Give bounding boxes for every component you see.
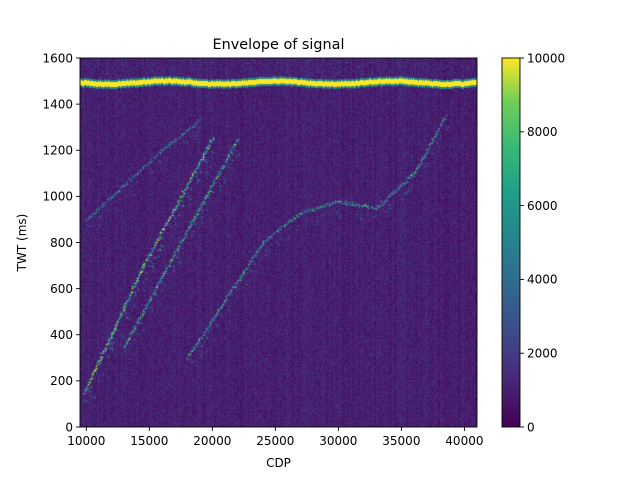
colorbar-tick-label: 2000 — [527, 347, 558, 361]
y-tick-label: 1200 — [42, 144, 73, 158]
heatmap-image — [80, 58, 477, 427]
x-axis-label: CDP — [266, 456, 291, 470]
colorbar: 0 2000 4000 6000 8000 10000 — [501, 51, 565, 434]
x-tick-label: 40000 — [445, 434, 483, 448]
colorbar-tick-label: 4000 — [527, 273, 558, 287]
colorbar-tick-label: 0 — [527, 420, 535, 434]
y-tick-label: 400 — [50, 328, 73, 342]
y-tick-label: 200 — [50, 374, 73, 388]
x-tick-label: 30000 — [319, 434, 357, 448]
y-tick-label: 600 — [50, 282, 73, 296]
x-tick-label: 10000 — [67, 434, 105, 448]
x-tick-label: 35000 — [382, 434, 420, 448]
plot-area — [79, 57, 478, 428]
x-tick-label: 15000 — [130, 434, 168, 448]
y-tick-label: 1400 — [42, 97, 73, 111]
y-tick-label: 800 — [50, 236, 73, 250]
colorbar-gradient — [502, 58, 520, 427]
x-tick-label: 20000 — [193, 434, 231, 448]
colorbar-ticks: 0 2000 4000 6000 8000 10000 — [520, 51, 565, 434]
x-tick-label: 25000 — [256, 434, 294, 448]
y-tick-label: 0 — [65, 420, 73, 434]
y-axis-label: TWT (ms) — [15, 214, 29, 273]
x-axis: 10000 15000 20000 25000 30000 35000 40000 — [67, 427, 483, 448]
y-tick-label: 1600 — [42, 51, 73, 65]
chart-title: Envelope of signal — [213, 37, 345, 53]
colorbar-tick-label: 6000 — [527, 199, 558, 213]
colorbar-tick-label: 8000 — [527, 125, 558, 139]
colorbar-tick-label: 10000 — [527, 51, 565, 65]
y-tick-label: 1000 — [42, 190, 73, 204]
y-axis: 0 200 400 600 800 1000 1200 1400 1600 — [42, 51, 80, 434]
colorbar-frame — [501, 57, 521, 428]
